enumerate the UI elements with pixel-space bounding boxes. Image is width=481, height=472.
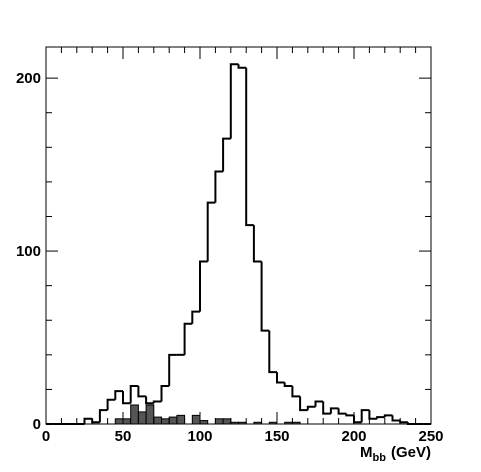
outline-bin bbox=[183, 322, 193, 355]
outline-bin bbox=[368, 410, 378, 420]
x-axis-title-unit: (GeV) bbox=[391, 444, 431, 461]
filled-bin bbox=[230, 421, 240, 425]
x-tick-label: 100 bbox=[187, 428, 212, 445]
outline-bin bbox=[345, 413, 354, 417]
outline-bin bbox=[299, 396, 308, 412]
filled-bin bbox=[114, 418, 124, 425]
outline-bin bbox=[406, 422, 416, 425]
filled-bin bbox=[268, 421, 278, 425]
outline-bin bbox=[145, 396, 154, 405]
outline-bin bbox=[245, 67, 254, 227]
x-tick-label: 0 bbox=[42, 428, 50, 445]
outline-bin bbox=[306, 405, 316, 411]
x-axis-title: Mbb (GeV) bbox=[360, 444, 431, 464]
outline-bin bbox=[160, 384, 170, 402]
filled-bin bbox=[137, 411, 147, 425]
outline-bin bbox=[376, 416, 385, 419]
filled-bin bbox=[284, 421, 293, 425]
filled-histogram-series bbox=[114, 404, 301, 425]
filled-bin bbox=[253, 421, 263, 425]
x-axis-title-main: M bbox=[360, 444, 373, 461]
outline-bin bbox=[260, 261, 270, 332]
x-tick-label: 150 bbox=[264, 428, 289, 445]
filled-bin bbox=[161, 418, 170, 425]
outline-bin bbox=[106, 398, 116, 411]
outline-bin bbox=[199, 260, 208, 312]
outline-bin bbox=[129, 384, 139, 404]
outline-bin bbox=[191, 310, 200, 324]
outline-bin bbox=[98, 409, 108, 423]
filled-bin bbox=[176, 414, 186, 425]
plot-frame bbox=[45, 46, 432, 425]
outline-bin bbox=[283, 382, 293, 387]
outline-bin bbox=[391, 415, 401, 422]
outline-bin bbox=[353, 415, 362, 424]
outline-bin bbox=[276, 372, 285, 384]
outline-bin bbox=[329, 407, 339, 414]
filled-bin bbox=[168, 416, 178, 425]
outline-bin bbox=[383, 414, 393, 418]
filled-bin bbox=[145, 404, 155, 425]
axis-ticks bbox=[45, 47, 432, 425]
x-tick-label: 200 bbox=[341, 428, 366, 445]
x-tick-labels: 0 50 100 150 200 250 bbox=[42, 428, 444, 445]
filled-bin bbox=[122, 418, 132, 425]
x-axis-title-sub: bb bbox=[373, 452, 387, 464]
y-tick-label: 200 bbox=[16, 70, 41, 87]
outline-bin bbox=[399, 420, 408, 424]
outline-bin bbox=[291, 385, 301, 398]
filled-bin bbox=[238, 421, 247, 425]
filled-bin bbox=[191, 414, 201, 425]
outline-bin bbox=[314, 400, 324, 407]
outline-bin bbox=[222, 137, 231, 172]
outline-bin bbox=[91, 418, 100, 424]
outline-bin bbox=[322, 401, 331, 415]
filled-bin bbox=[291, 421, 301, 425]
filled-bin bbox=[130, 404, 139, 425]
outline-bin bbox=[83, 417, 93, 424]
filled-bin bbox=[222, 418, 232, 425]
outline-bin bbox=[137, 385, 147, 398]
outline-bin bbox=[268, 330, 277, 374]
outline-bin bbox=[214, 170, 224, 203]
outline-bin bbox=[229, 63, 239, 139]
filled-bin bbox=[214, 418, 224, 425]
outline-bin bbox=[252, 225, 262, 263]
outline-bin bbox=[122, 391, 131, 405]
outline-histogram-series bbox=[46, 63, 431, 425]
outline-bin bbox=[114, 390, 123, 400]
outline-bin bbox=[206, 201, 216, 262]
y-tick-labels: 0 100 200 bbox=[16, 70, 41, 433]
x-tick-label: 50 bbox=[115, 428, 132, 445]
outline-bin bbox=[337, 408, 347, 415]
y-tick-label: 0 bbox=[33, 416, 41, 433]
x-tick-label: 250 bbox=[418, 428, 443, 445]
filled-bin bbox=[199, 420, 209, 425]
filled-bin bbox=[153, 416, 163, 425]
outline-bin bbox=[237, 64, 247, 69]
outline-bin bbox=[168, 353, 177, 386]
outline-bin bbox=[152, 400, 162, 404]
y-tick-label: 100 bbox=[16, 243, 41, 260]
outline-bin bbox=[360, 409, 370, 423]
